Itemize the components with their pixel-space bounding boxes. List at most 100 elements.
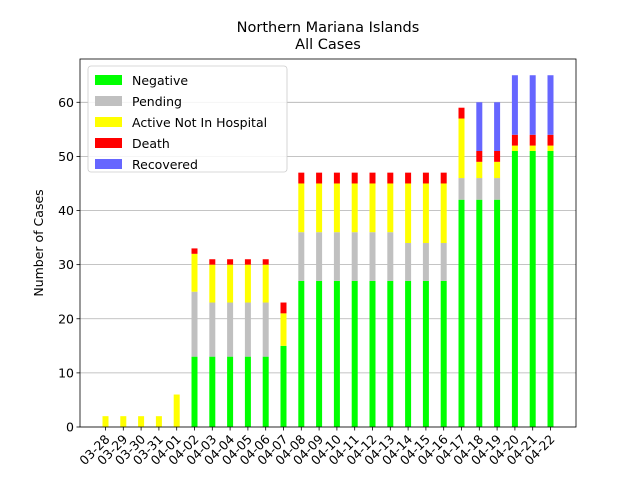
bar-recovered-04-20	[511, 75, 518, 135]
bar-death-04-03	[209, 259, 216, 265]
bar-pending-04-11	[351, 232, 358, 281]
legend: Negative Pending Active Not In Hospital Dea…	[87, 65, 288, 173]
legend-swatch	[95, 75, 122, 85]
bar-pending-04-14	[405, 243, 412, 281]
bar-pending-04-03	[209, 302, 216, 357]
bar-active-not-in-hospital-04-20	[511, 145, 518, 151]
legend-label: Negative	[132, 73, 188, 88]
bar-active-not-in-hospital-03-29	[120, 416, 127, 427]
y-tick-label: 0	[66, 420, 74, 435]
bar-active-not-in-hospital-04-08	[298, 183, 305, 233]
y-tick-label: 20	[58, 311, 74, 326]
bar-death-04-15	[422, 172, 429, 184]
bar-death-04-22	[547, 134, 554, 146]
bar-active-not-in-hospital-04-16	[440, 183, 447, 243]
legend-label: Death	[132, 136, 170, 151]
bar-active-not-in-hospital-04-06	[262, 264, 269, 303]
bar-recovered-04-19	[494, 102, 501, 151]
legend-swatch	[95, 159, 122, 169]
chart-subtitle: All Cases	[295, 37, 361, 53]
legend-swatch	[95, 117, 122, 127]
bar-death-04-04	[227, 259, 234, 265]
bar-death-04-11	[351, 172, 358, 184]
legend-label: Active Not In Hospital	[132, 115, 267, 130]
bar-death-04-02	[191, 248, 198, 254]
legend-box	[87, 65, 288, 173]
bar-active-not-in-hospital-04-07	[280, 313, 287, 346]
bar-active-not-in-hospital-04-19	[494, 161, 501, 179]
bar-recovered-04-22	[547, 75, 554, 135]
bar-negative-04-06	[262, 356, 269, 427]
bar-active-not-in-hospital-04-10	[333, 183, 340, 233]
bar-active-not-in-hospital-04-09	[316, 183, 323, 233]
bar-active-not-in-hospital-04-04	[227, 264, 234, 303]
y-tick-label: 50	[58, 149, 74, 164]
y-tick-label: 60	[58, 95, 74, 110]
bar-death-04-19	[494, 151, 501, 162]
bar-negative-04-02	[191, 356, 198, 427]
bar-death-04-06	[262, 259, 269, 265]
bar-pending-04-05	[244, 302, 251, 357]
bar-death-04-17	[458, 107, 465, 119]
bar-pending-04-18	[476, 178, 483, 200]
bar-active-not-in-hospital-04-22	[547, 145, 554, 151]
bar-death-04-18	[476, 151, 483, 162]
legend-swatch	[95, 138, 122, 148]
y-tick-label: 30	[58, 257, 74, 272]
bar-death-04-16	[440, 172, 447, 184]
y-tick-label: 10	[58, 365, 74, 380]
legend-label: Pending	[132, 94, 182, 109]
bar-negative-04-19	[494, 199, 501, 427]
bar-negative-04-09	[316, 280, 323, 427]
bar-negative-04-22	[547, 151, 554, 427]
bar-death-04-10	[333, 172, 340, 184]
bar-death-04-20	[511, 134, 518, 146]
bars	[102, 75, 554, 427]
bar-negative-04-05	[244, 356, 251, 427]
y-axis-label: Number of Cases	[31, 189, 46, 296]
bar-negative-04-13	[387, 280, 394, 427]
bar-negative-04-20	[511, 151, 518, 427]
bar-death-04-13	[387, 172, 394, 184]
bar-death-04-12	[369, 172, 376, 184]
bar-pending-04-16	[440, 243, 447, 281]
y-tick-label: 40	[58, 203, 74, 218]
bar-negative-04-17	[458, 199, 465, 427]
bar-negative-04-04	[227, 356, 234, 427]
bar-active-not-in-hospital-03-31	[155, 416, 162, 427]
bar-active-not-in-hospital-04-12	[369, 183, 376, 233]
bar-negative-04-08	[298, 280, 305, 427]
bar-active-not-in-hospital-04-13	[387, 183, 394, 233]
bar-death-04-21	[529, 134, 536, 146]
bar-recovered-04-21	[529, 75, 536, 135]
bar-negative-04-07	[280, 345, 287, 427]
bar-active-not-in-hospital-04-01	[173, 394, 180, 427]
plot-frame	[79, 58, 577, 428]
bar-pending-04-10	[333, 232, 340, 281]
bar-active-not-in-hospital-04-14	[405, 183, 412, 243]
bar-active-not-in-hospital-04-03	[209, 264, 216, 303]
bar-active-not-in-hospital-04-17	[458, 118, 465, 179]
bar-pending-04-17	[458, 178, 465, 200]
bar-negative-04-12	[369, 280, 376, 427]
bar-negative-04-21	[529, 151, 536, 427]
bar-pending-04-06	[262, 302, 269, 357]
bar-pending-04-12	[369, 232, 376, 281]
bar-pending-04-02	[191, 291, 198, 357]
bar-active-not-in-hospital-04-11	[351, 183, 358, 233]
bar-negative-04-10	[333, 280, 340, 427]
bar-death-04-07	[280, 302, 287, 314]
bar-death-04-05	[244, 259, 251, 265]
bar-negative-04-14	[405, 280, 412, 427]
bar-active-not-in-hospital-04-05	[244, 264, 251, 303]
bar-recovered-04-18	[476, 102, 483, 151]
bar-active-not-in-hospital-04-18	[476, 161, 483, 179]
bar-pending-04-08	[298, 232, 305, 281]
bar-pending-04-13	[387, 232, 394, 281]
bar-active-not-in-hospital-04-15	[422, 183, 429, 243]
bar-negative-04-11	[351, 280, 358, 427]
bar-negative-04-16	[440, 280, 447, 427]
bar-active-not-in-hospital-03-28	[102, 416, 109, 427]
bar-negative-04-18	[476, 199, 483, 427]
